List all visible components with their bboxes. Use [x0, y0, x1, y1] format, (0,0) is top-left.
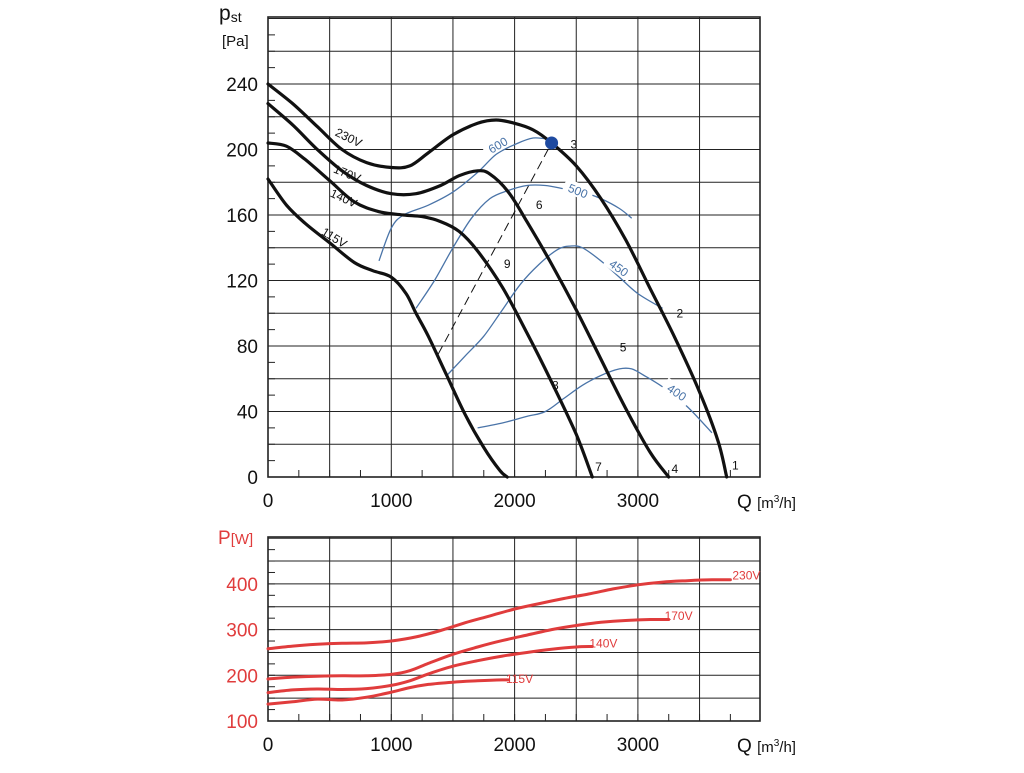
pressure-curve-140V — [266, 141, 594, 479]
power-frame — [267, 536, 761, 722]
pressure-series — [266, 82, 729, 479]
pressure-xtick-label: 1000 — [370, 491, 412, 512]
point-label-6: 6 — [536, 198, 543, 212]
pressure-system-line — [437, 142, 553, 355]
power-curve-115V — [266, 678, 510, 706]
point-label-9: 9 — [504, 257, 511, 271]
power-y-label: P[W] — [218, 528, 253, 549]
power-ytick-label: 100 — [226, 712, 258, 733]
power-y-label-main: P — [218, 528, 231, 549]
pressure-curve-label-140V: 140V — [328, 186, 359, 211]
power-x-unit-sup: 3 — [774, 738, 780, 749]
rpm-label-bg — [660, 377, 694, 407]
rpm-line-600 — [378, 137, 552, 262]
point-label-2: 2 — [676, 306, 683, 320]
rpm-label-bg — [603, 252, 636, 282]
pressure-x-unit-sup: 3 — [774, 494, 780, 505]
pressure-curve-115V — [266, 177, 509, 479]
point-label-7: 7 — [595, 460, 602, 474]
power-xtick-label: 1000 — [370, 735, 412, 756]
pressure-xtick-label: 3000 — [617, 491, 659, 512]
power-labels: 230V 170V 140V 115V — [506, 569, 760, 686]
pressure-y-label: pst — [219, 2, 242, 25]
point-label-5: 5 — [620, 341, 627, 355]
pressure-y-label-main: p — [219, 2, 231, 25]
power-curve-140V — [266, 645, 594, 695]
pressure-ytick-label: 240 — [226, 75, 258, 96]
power-curve-label-115V: 115V — [506, 672, 533, 686]
power-y-unit: [W] — [231, 531, 254, 548]
power-curve-170V — [266, 617, 671, 681]
power-curve-label-170V: 170V — [665, 609, 693, 623]
power-x-label: Q [m3/h] — [737, 736, 796, 757]
power-ytick-label: 300 — [226, 621, 258, 642]
pressure-ytick-label: 80 — [237, 337, 258, 358]
power-grid: 100 200 300 400 0 1000 2000 3000 — [226, 536, 761, 756]
operating-point-marker — [545, 136, 559, 150]
point-label-1: 1 — [732, 459, 739, 473]
pressure-x-unit-post: /h] — [779, 495, 796, 512]
pressure-curve-170V — [266, 102, 671, 479]
pressure-y-unit: [Pa] — [222, 33, 249, 50]
point-label-3: 3 — [570, 138, 577, 152]
power-x-unit-pre: [m — [757, 739, 774, 756]
rpm-line-500 — [415, 184, 633, 309]
power-xtick-label: 2000 — [493, 735, 535, 756]
pressure-xtick-label: 0 — [263, 491, 274, 512]
power-xtick-label: 3000 — [617, 735, 659, 756]
power-x-label-main: Q — [737, 736, 752, 757]
power-ytick-label: 400 — [226, 575, 258, 596]
power-xtick-label: 0 — [263, 735, 274, 756]
point-label-4: 4 — [672, 462, 679, 476]
pressure-curve-230V — [266, 82, 729, 479]
rpm-label-bg — [481, 130, 515, 159]
pressure-axis-labels: pst [Pa] Q [m3/h] — [219, 2, 796, 513]
pressure-ytick-label: 120 — [226, 272, 258, 293]
power-series — [266, 578, 732, 706]
pressure-ytick-label: 200 — [226, 141, 258, 162]
pressure-x-label: Q [m3/h] — [737, 492, 796, 513]
system-line — [437, 142, 553, 355]
pressure-grid: 0 40 80 120 160 200 240 0 1000 2000 3000 — [226, 16, 761, 512]
power-curve-230V — [266, 578, 732, 651]
rpm-label-bg — [561, 178, 595, 203]
power-curve-label-140V: 140V — [589, 636, 617, 650]
pressure-ytick-label: 0 — [247, 468, 258, 489]
pressure-y-label-sub: st — [231, 9, 242, 25]
pressure-x-unit-pre: [m — [757, 495, 774, 512]
power-ytick-label: 200 — [226, 666, 258, 687]
rpm-line-450 — [446, 245, 663, 376]
pressure-ytick-label: 160 — [226, 206, 258, 227]
pressure-frame — [267, 16, 761, 478]
power-axis-labels: P[W] Q [m3/h] — [218, 528, 796, 757]
point-label-8: 8 — [552, 378, 559, 392]
power-curve-label-230V: 230V — [732, 569, 760, 583]
pressure-xtick-label: 2000 — [493, 491, 535, 512]
pressure-ytick-label: 40 — [237, 403, 258, 424]
pressure-x-label-main: Q — [737, 492, 752, 513]
power-x-unit-post: /h] — [779, 739, 796, 756]
